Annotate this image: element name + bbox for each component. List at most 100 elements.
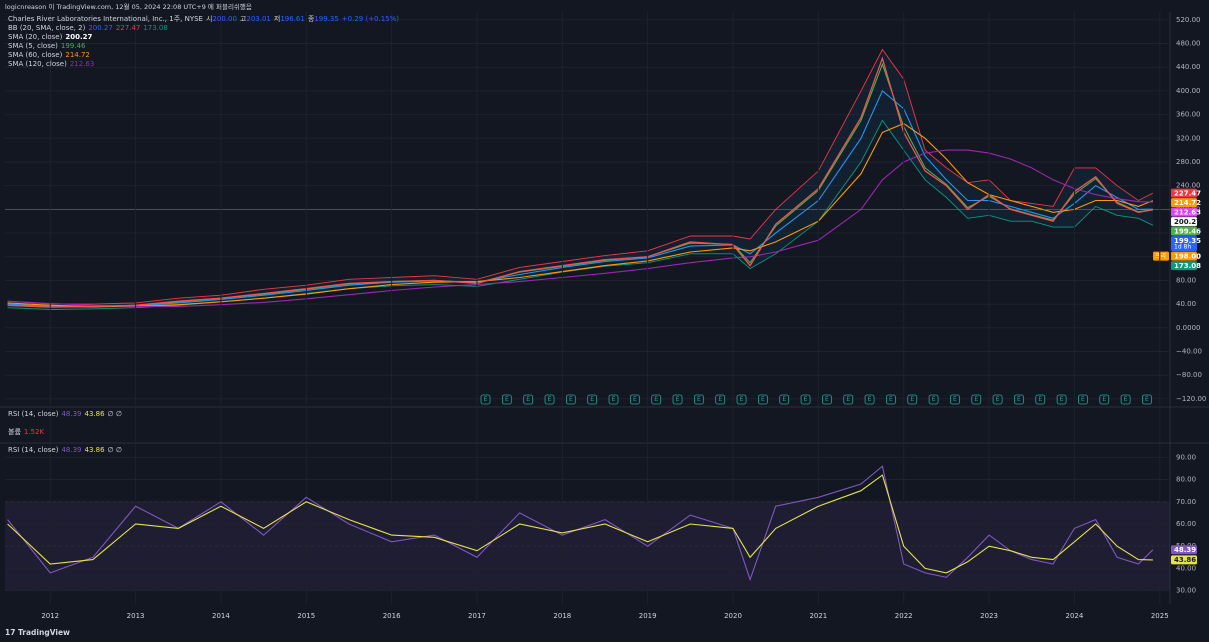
pane-title: RSI (14, close) xyxy=(8,446,59,454)
pane-value: 1.52K xyxy=(23,428,45,436)
y-tick-label: −120.00 xyxy=(1176,395,1206,403)
legend-row: SMA (5, close) 199.46 xyxy=(8,42,402,51)
series-value: 212.63 xyxy=(69,60,95,68)
earnings-marker xyxy=(565,394,576,405)
series-line xyxy=(7,122,1154,308)
y-tick-label: 480.00 xyxy=(1176,40,1201,48)
y-tick-label: 520.00 xyxy=(1176,16,1201,24)
bb-fill xyxy=(7,49,1153,310)
price-label xyxy=(1171,217,1197,227)
earnings-label: E xyxy=(996,396,1000,403)
legend-row: 볼륨 1.52K xyxy=(8,428,125,446)
x-tick-label: 2017 xyxy=(468,612,486,620)
ohlc-value: 196.61 xyxy=(280,15,305,23)
y-tick-label: 40.00 xyxy=(1176,300,1196,308)
price-label-text: 198.00 xyxy=(1174,252,1201,260)
bb-upper xyxy=(7,48,1154,305)
y-tick-label: 40.00 xyxy=(1176,564,1196,572)
price-label-text: 227.47 xyxy=(1174,189,1201,197)
x-tick-label: 2014 xyxy=(212,612,230,620)
series-value: 214.72 xyxy=(65,51,90,59)
y-tick-label: 60.00 xyxy=(1176,520,1196,528)
earnings-label: E xyxy=(612,396,616,403)
series-name: SMA (60, close) xyxy=(8,51,63,59)
y-tick-label: 30.00 xyxy=(1176,587,1196,595)
earnings-marker xyxy=(587,394,598,405)
legend-row: BB (20, SMA, close, 2) 200.27 227.47 173.08 xyxy=(8,24,402,33)
earnings-marker xyxy=(992,394,1003,405)
earnings-marker xyxy=(715,394,726,405)
x-tick-label: 2015 xyxy=(297,612,315,620)
earnings-label: E xyxy=(1060,396,1064,403)
y-tick-label: 320.00 xyxy=(1176,134,1201,142)
bb-value: 200.27 xyxy=(88,24,113,32)
y-tick-label: −40.00 xyxy=(1176,348,1202,356)
earnings-label: E xyxy=(697,396,701,403)
earnings-marker xyxy=(864,394,875,405)
earnings-label: E xyxy=(1081,396,1085,403)
earnings-marker xyxy=(736,394,747,405)
ohlc-name: 저 xyxy=(273,15,281,23)
price-label-text: 48.39 xyxy=(1174,546,1196,554)
series-value: 199.46 xyxy=(60,42,86,50)
pane-title: RSI (14, close) xyxy=(8,410,59,418)
price-label xyxy=(1171,545,1197,555)
bb-value: 227.47 xyxy=(115,24,141,32)
earnings-marker xyxy=(1035,394,1046,405)
x-tick-label: 2025 xyxy=(1151,612,1169,620)
price-label-text: 212.63 xyxy=(1174,208,1201,216)
series-value: 200.27 xyxy=(65,33,93,41)
y-tick-label: −80.00 xyxy=(1176,371,1202,379)
y-tick-label: 80.00 xyxy=(1176,276,1196,284)
earnings-label: E xyxy=(825,396,829,403)
earnings-marker xyxy=(1014,394,1024,405)
earnings-marker xyxy=(1078,394,1088,405)
x-tick-label: 2020 xyxy=(724,612,742,620)
price-label-text: 200.27 xyxy=(1174,218,1201,226)
earnings-label: E xyxy=(654,396,658,403)
legend: RSI (14, close) 48.39 43.86 ∅ ∅ 볼륨 1.52K RSI (… xyxy=(8,410,125,455)
earnings-marker xyxy=(544,394,555,405)
brand-logo: 17 xyxy=(5,628,15,637)
price-label-text: 173.08 xyxy=(1174,262,1201,270)
earnings-label: E xyxy=(761,396,765,403)
x-tick-label: 2018 xyxy=(553,612,571,620)
ohlc-name: 시 xyxy=(205,15,213,23)
legend: Charles River Laboratories International… xyxy=(8,15,402,69)
y-tick-label: 400.00 xyxy=(1176,87,1201,95)
price-label-text: 199.35 xyxy=(1174,237,1201,245)
earnings-label: E xyxy=(633,396,637,403)
series-line xyxy=(7,465,1154,582)
series-name: SMA (20, close) xyxy=(8,33,63,41)
earnings-marker xyxy=(779,394,790,405)
earnings-marker xyxy=(950,394,960,405)
x-tick-label: 2016 xyxy=(383,612,401,620)
earnings-label: E xyxy=(1102,396,1106,403)
earnings-marker xyxy=(1099,394,1110,405)
series-name: SMA (120, close) xyxy=(8,60,67,68)
earnings-marker xyxy=(886,394,896,405)
earnings-marker xyxy=(1056,394,1067,405)
y-tick-label: 440.00 xyxy=(1176,63,1201,71)
y-tick-label: 90.00 xyxy=(1176,453,1196,461)
y-tick-label: 70.00 xyxy=(1176,498,1196,506)
price-label xyxy=(1171,207,1197,217)
earnings-marker xyxy=(928,394,939,405)
series-line xyxy=(7,149,1153,308)
earnings-label: E xyxy=(953,396,957,403)
symbol-title: Charles River Laboratories International… xyxy=(8,15,203,23)
x-tick-label: 2019 xyxy=(639,612,657,620)
pane-value: 43.86 xyxy=(84,410,105,418)
price-label xyxy=(1171,261,1197,271)
ohlc-value: 200.00 xyxy=(212,15,237,23)
earnings-label: E xyxy=(974,396,978,403)
earnings-label: E xyxy=(1124,396,1128,403)
x-tick-label: 2023 xyxy=(980,612,998,620)
publisher: logicnreason 이 TradingView.com, 12월 05, … xyxy=(5,2,252,11)
earnings-marker xyxy=(523,394,534,405)
earnings-label: E xyxy=(910,396,914,403)
earnings-marker xyxy=(1142,394,1152,405)
price-label xyxy=(1171,251,1197,261)
